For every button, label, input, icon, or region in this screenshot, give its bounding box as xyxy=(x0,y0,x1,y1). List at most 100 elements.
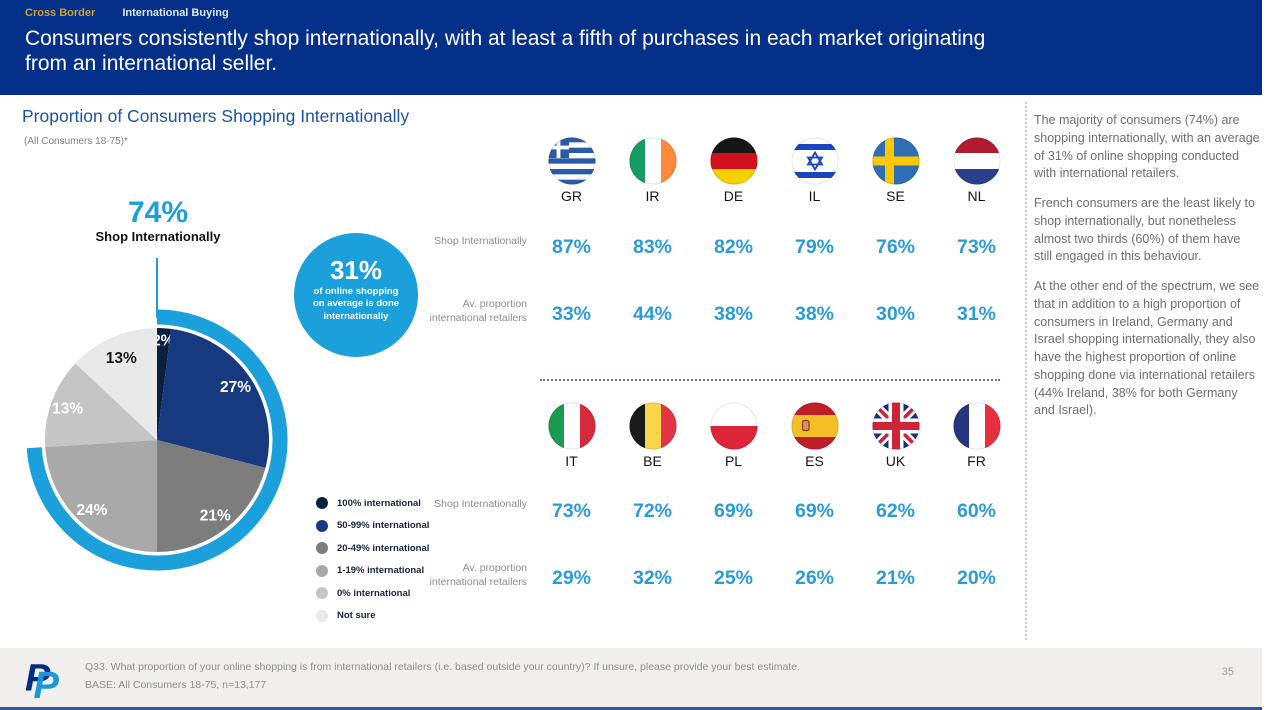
flag-pl-icon xyxy=(710,402,757,450)
country-flags-row-2: IT BE PL ES UK FR xyxy=(531,402,1017,469)
pie-slice-label: 27% xyxy=(220,379,251,396)
avg-proportion-value: 29% xyxy=(551,567,592,589)
header: Cross Border International Buying Consum… xyxy=(0,0,1262,95)
flag-gr-icon xyxy=(548,137,595,185)
legend-item: 0% international xyxy=(316,587,429,599)
avg-proportion-value: 38% xyxy=(713,303,754,325)
legend-label: 20-49% international xyxy=(337,542,430,554)
country-column-nl: NL xyxy=(936,137,1017,204)
avg-bubble: 31% of online shopping on average is don… xyxy=(294,233,418,357)
country-code: GR xyxy=(561,188,582,204)
legend-dot-icon xyxy=(316,542,328,554)
row-label-avg-proportion: Av. proportion international retailers xyxy=(429,298,527,325)
legend-label: 0% international xyxy=(337,587,411,599)
breadcrumb: Cross Border International Buying xyxy=(25,7,229,19)
legend-dot-icon xyxy=(316,497,328,509)
avg-proportion-value: 25% xyxy=(713,567,754,589)
shop-internationally-value: 82% xyxy=(713,236,754,258)
svg-text:P: P xyxy=(25,657,51,699)
group-divider xyxy=(540,379,1000,381)
kpi-value: 74% xyxy=(127,196,189,229)
sidebar-paragraph: The majority of consumers (74%) are shop… xyxy=(1034,113,1260,181)
shop-internationally-value: 62% xyxy=(875,500,916,522)
flag-nl-icon xyxy=(953,137,1000,185)
sidebar-paragraph: French consumers are the least likely to… xyxy=(1034,196,1255,264)
flag-il-icon xyxy=(791,137,838,185)
country-column-pl: PL xyxy=(693,402,774,469)
country-column-it: IT xyxy=(531,402,612,469)
flag-de-icon xyxy=(710,137,757,185)
section-title: Proportion of Consumers Shopping Interna… xyxy=(22,106,410,126)
kpi-label: Shop Internationally xyxy=(95,229,221,244)
country-code: DE xyxy=(723,188,744,204)
country-column-se: SE xyxy=(855,137,936,204)
kpi-pointer-line xyxy=(156,258,158,318)
pie-slice-1-19-international xyxy=(45,440,157,552)
pie-chart: 2%27%21%24%13%13% xyxy=(26,309,288,571)
country-code: IT xyxy=(565,453,578,469)
shop-internationally-value: 73% xyxy=(956,236,997,258)
country-code: IL xyxy=(808,188,821,204)
avg-proportion-value: 44% xyxy=(632,303,673,325)
section-subtitle: (All Consumers 18-75)* xyxy=(24,136,128,147)
shop-internationally-value: 83% xyxy=(632,236,673,258)
pie-slice-50-99-international xyxy=(157,328,270,468)
shop-values-row-2: 73% 72% 69% 69% 62% 60% xyxy=(531,500,1017,523)
paypal-logo-icon: P P xyxy=(25,657,60,701)
legend-label: 100% international xyxy=(337,497,421,509)
country-code: FR xyxy=(967,453,986,469)
country-column-ir: IR xyxy=(612,137,693,204)
country-column-il: IL xyxy=(774,137,855,204)
avg-proportion-value: 31% xyxy=(956,303,997,325)
avg-proportion-value: 21% xyxy=(875,567,916,589)
pie-highlight-arc xyxy=(26,309,288,571)
flag-it-icon xyxy=(548,402,595,450)
country-column-gr: GR xyxy=(531,137,612,204)
pie-slice-label: 13% xyxy=(106,350,137,367)
legend-item: 20-49% international xyxy=(316,542,429,554)
country-column-uk: UK xyxy=(855,402,936,469)
country-code: IR xyxy=(645,188,660,204)
legend-item: 50-99% international xyxy=(316,519,430,532)
sidebar-commentary: The majority of consumers (74%) are shop… xyxy=(1034,112,1261,432)
flag-uk-icon xyxy=(872,402,919,450)
pie-slice-100-international xyxy=(157,328,172,440)
shop-internationally-value: 79% xyxy=(794,236,835,258)
country-code: NL xyxy=(967,188,986,204)
flag-be-icon xyxy=(629,402,676,450)
kpi-shop-internationally: 74% Shop Internationally xyxy=(58,196,258,244)
pie-slice-label: 13% xyxy=(52,400,83,417)
shop-internationally-value: 73% xyxy=(551,500,592,522)
avg-proportion-value: 30% xyxy=(875,303,916,325)
legend-dot-icon xyxy=(316,609,328,622)
legend-label: Not sure xyxy=(337,610,376,621)
bottom-bar xyxy=(0,707,1262,710)
flag-ir-icon xyxy=(629,137,676,185)
country-flags-row-1: GR IR DE IL SE NL xyxy=(531,137,1017,204)
avg-proportion-value: 26% xyxy=(794,567,835,589)
pie-slice-not-sure xyxy=(75,328,157,440)
breadcrumb-section: Cross Border xyxy=(25,7,96,19)
shop-internationally-value: 60% xyxy=(956,500,997,522)
row-label-shop-internationally: Shop Internationally xyxy=(434,498,527,510)
sidebar-paragraph: At the other end of the spectrum, we see… xyxy=(1034,279,1260,418)
row-label-shop-internationally: Shop Internationally xyxy=(434,235,527,247)
country-code: BE xyxy=(643,453,662,469)
shop-internationally-value: 69% xyxy=(713,500,754,522)
avg-proportion-value: 33% xyxy=(551,303,592,325)
footnote-base: BASE: All Consumers 18-75, n=13,177 xyxy=(85,679,267,692)
pie-slice-20-49-international xyxy=(157,440,266,552)
shop-internationally-value: 76% xyxy=(875,236,916,258)
avg-proportion-value: 20% xyxy=(956,567,997,589)
legend-dot-icon xyxy=(316,564,328,577)
shop-internationally-value: 87% xyxy=(551,236,592,258)
country-code: SE xyxy=(886,188,905,204)
legend-label: 1-19% international xyxy=(337,565,425,576)
legend-label: 50-99% international xyxy=(337,520,430,531)
legend-item: 1-19% international xyxy=(316,564,429,577)
flag-se-icon xyxy=(872,137,919,185)
shop-internationally-value: 69% xyxy=(794,500,835,522)
avg-bubble-value: 31% xyxy=(329,255,383,285)
legend-dot-icon xyxy=(316,587,328,599)
